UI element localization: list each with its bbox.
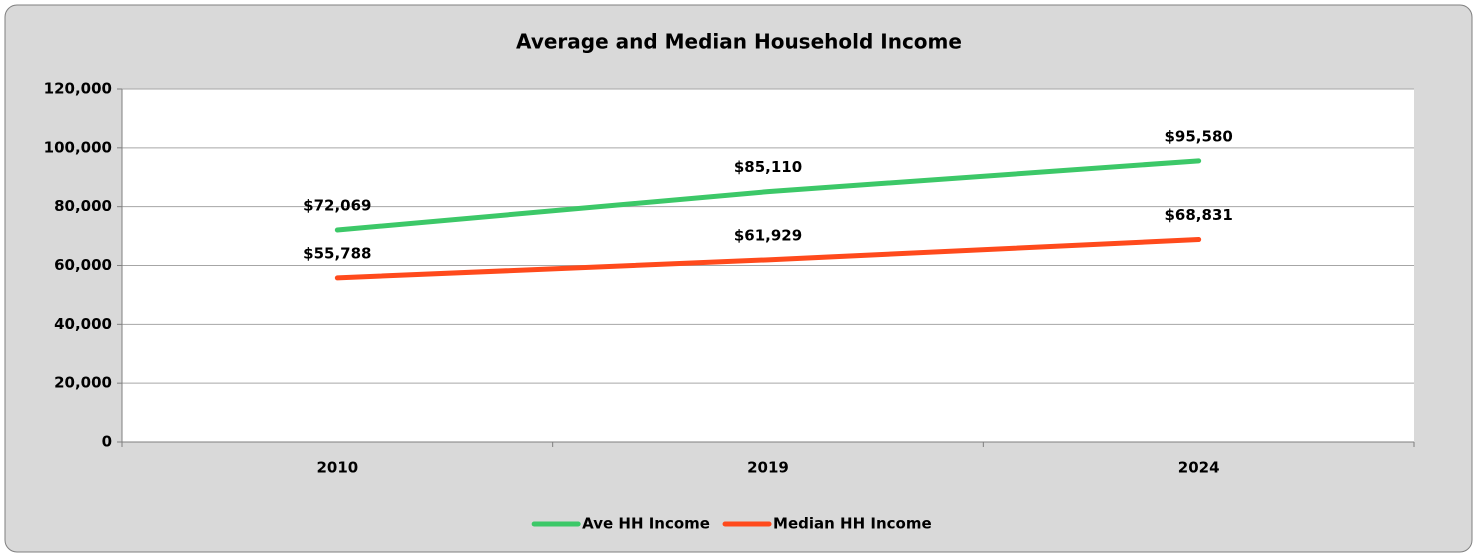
- y-tick-label: 20,000: [54, 374, 112, 392]
- data-label: $95,580: [1165, 127, 1233, 145]
- y-tick-label: 0: [102, 433, 112, 451]
- y-tick-label: 80,000: [54, 197, 112, 215]
- y-tick-label: 40,000: [54, 315, 112, 333]
- data-label: $68,831: [1165, 206, 1233, 224]
- y-tick-label: 60,000: [54, 256, 112, 274]
- data-label: $72,069: [303, 196, 371, 214]
- x-tick-label: 2019: [747, 459, 789, 477]
- chart-title: Average and Median Household Income: [516, 30, 962, 54]
- legend-label: Median HH Income: [773, 515, 932, 533]
- x-tick-label: 2024: [1178, 459, 1220, 477]
- y-tick-label: 120,000: [44, 80, 112, 98]
- series-line: [334, 158, 1202, 233]
- data-label: $85,110: [734, 158, 802, 176]
- data-label: $55,788: [303, 244, 371, 262]
- x-tick-label: 2010: [316, 459, 358, 477]
- legend-label: Ave HH Income: [582, 515, 710, 533]
- y-tick-label: 100,000: [44, 138, 112, 156]
- series-line: [334, 237, 1202, 281]
- data-label: $61,929: [734, 226, 802, 244]
